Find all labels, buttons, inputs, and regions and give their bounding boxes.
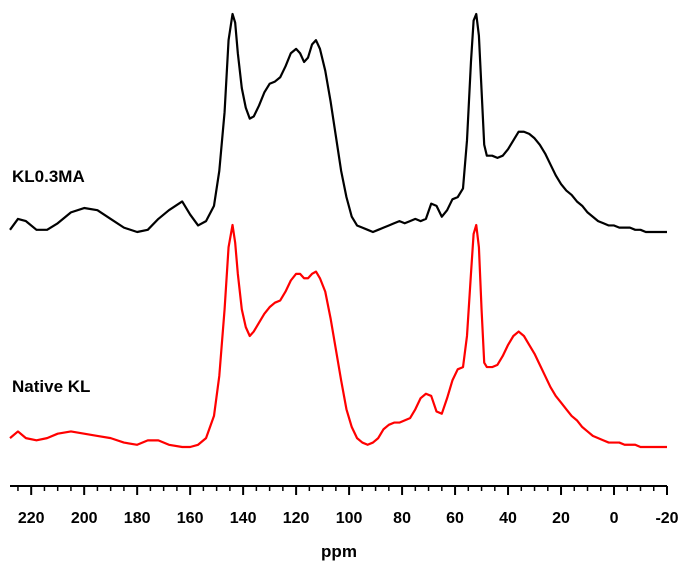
x-tick-label: 180 [124, 510, 151, 527]
series-label-kl0-3ma: KL0.3MA [12, 167, 85, 186]
series-layer [9, 12, 667, 449]
x-tick-label: 0 [610, 510, 619, 527]
x-axis-title: ppm [321, 542, 357, 561]
x-tick-label: 40 [499, 510, 517, 527]
x-tick-label: 120 [283, 510, 310, 527]
x-tick-label: 160 [177, 510, 204, 527]
x-tick-label: 220 [18, 510, 45, 527]
x-tick-label: 80 [393, 510, 411, 527]
series-line-native-kl [9, 223, 667, 449]
x-axis-ticks: 220 200 180 160 140 120 100 80 60 40 20 0 -20 [17, 486, 679, 527]
x-tick-label: -20 [655, 510, 678, 527]
x-tick-label: 20 [552, 510, 570, 527]
x-tick-label: 100 [336, 510, 363, 527]
x-tick-label: 60 [446, 510, 464, 527]
x-tick-label: 140 [230, 510, 257, 527]
series-line-kl0-3ma [9, 12, 667, 234]
x-tick-label: 200 [71, 510, 98, 527]
series-label-native-kl: Native KL [12, 377, 91, 396]
